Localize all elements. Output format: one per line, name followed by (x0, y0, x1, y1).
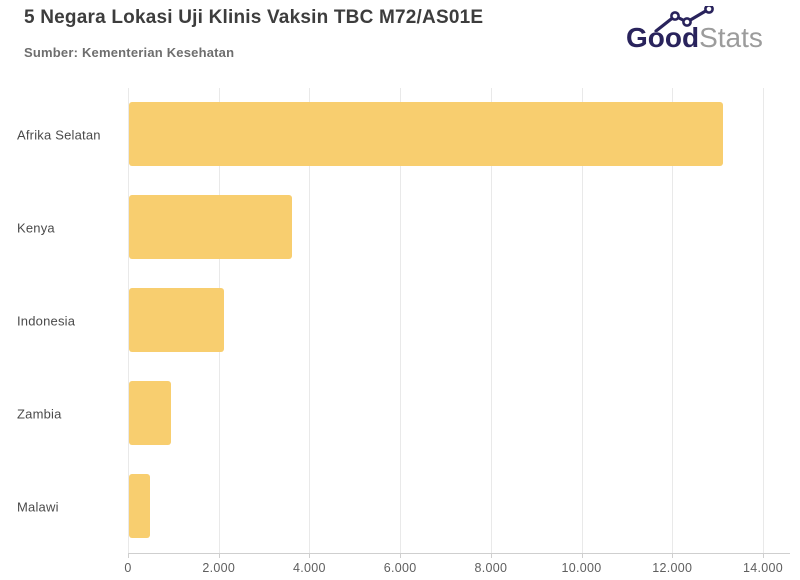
chart-source: Sumber: Kementerian Kesehatan (24, 45, 235, 60)
x-axis-tick-label: 12.000 (652, 561, 693, 575)
logo-text: GoodStats (626, 24, 763, 52)
x-axis-tickmark (128, 553, 129, 558)
chart-rows: Afrika Selatan Kenya Indonesia Zambia Malawi (0, 88, 800, 553)
x-axis-tick-label: 8.000 (474, 561, 508, 575)
x-axis-tick-label: 0 (124, 561, 132, 575)
gridline (763, 88, 764, 553)
bar-afrika-selatan (129, 102, 724, 166)
category-label-kenya: Kenya (17, 220, 55, 235)
bar-row-kenya: Kenya (0, 181, 800, 274)
gridline (128, 88, 129, 553)
x-axis-tickmark (218, 553, 220, 558)
gridline (490, 88, 492, 553)
line-chart-icon (654, 6, 714, 32)
gridline (581, 88, 583, 553)
gridline (400, 88, 402, 553)
category-label-indonesia: Indonesia (17, 313, 76, 328)
x-axis-tick-label: 6.000 (383, 561, 417, 575)
goodstats-logo: GoodStats (626, 6, 786, 56)
x-axis-tick-label: 2.000 (202, 561, 236, 575)
x-axis-tick-label: 10.000 (561, 561, 602, 575)
bar-row-malawi: Malawi (0, 460, 800, 553)
bar-indonesia (129, 288, 225, 352)
x-axis-tickmark (672, 553, 674, 558)
bar-malawi (129, 474, 150, 538)
x-axis-tickmark (490, 553, 492, 558)
category-label-malawi: Malawi (17, 499, 59, 514)
bar-row-indonesia: Indonesia (0, 274, 800, 367)
x-axis-tickmark (581, 553, 583, 558)
x-axis-tick-label: 4.000 (293, 561, 326, 575)
bar-kenya (129, 195, 293, 259)
logo-text-stats: Stats (699, 22, 763, 53)
x-axis-tick-label: 14.000 (742, 561, 784, 575)
x-axis-tickmark (400, 553, 402, 558)
gridline (309, 88, 311, 553)
category-label-afrika-selatan: Afrika Selatan (17, 127, 101, 142)
logo-text-good: Good (626, 22, 700, 53)
x-axis-tickmark (763, 553, 764, 558)
chart-title: 5 Negara Lokasi Uji Klinis Vaksin TBC M7… (24, 7, 484, 28)
bar-row-zambia: Zambia (0, 367, 800, 460)
category-label-zambia: Zambia (17, 406, 62, 421)
gridline (672, 88, 674, 553)
x-axis-tickmark (309, 553, 311, 558)
bar-row-afrika-selatan: Afrika Selatan (0, 88, 800, 181)
bar-zambia (129, 381, 171, 445)
